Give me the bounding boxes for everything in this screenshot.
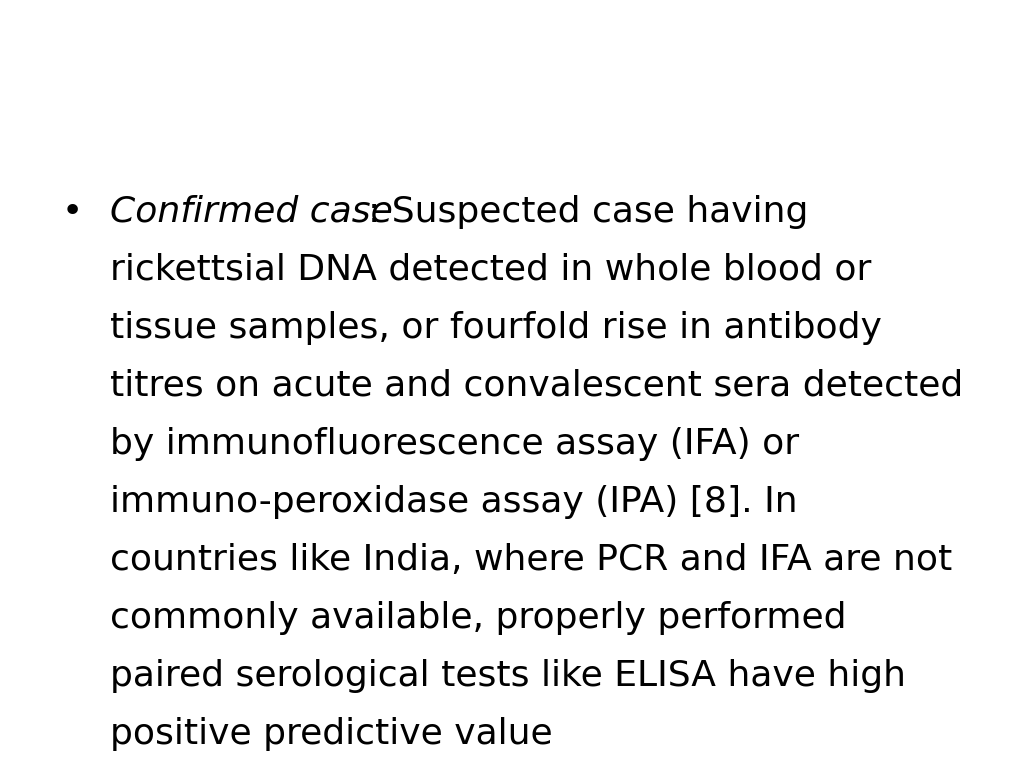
Text: by immunofluorescence assay (IFA) or: by immunofluorescence assay (IFA) or — [110, 427, 799, 461]
Text: Confirmed case: Confirmed case — [110, 195, 393, 229]
Text: tissue samples, or fourfold rise in antibody: tissue samples, or fourfold rise in anti… — [110, 311, 882, 345]
Text: paired serological tests like ELISA have high: paired serological tests like ELISA have… — [110, 659, 906, 693]
Text: titres on acute and convalescent sera detected: titres on acute and convalescent sera de… — [110, 369, 964, 403]
Text: immuno-peroxidase assay (IPA) [8]. In: immuno-peroxidase assay (IPA) [8]. In — [110, 485, 798, 519]
Text: countries like India, where PCR and IFA are not: countries like India, where PCR and IFA … — [110, 543, 952, 577]
Text: rickettsial DNA detected in whole blood or: rickettsial DNA detected in whole blood … — [110, 253, 871, 287]
Text: : Suspected case having: : Suspected case having — [368, 195, 809, 229]
Text: commonly available, properly performed: commonly available, properly performed — [110, 601, 847, 635]
Text: •: • — [62, 195, 83, 229]
Text: positive predictive value: positive predictive value — [110, 717, 553, 751]
